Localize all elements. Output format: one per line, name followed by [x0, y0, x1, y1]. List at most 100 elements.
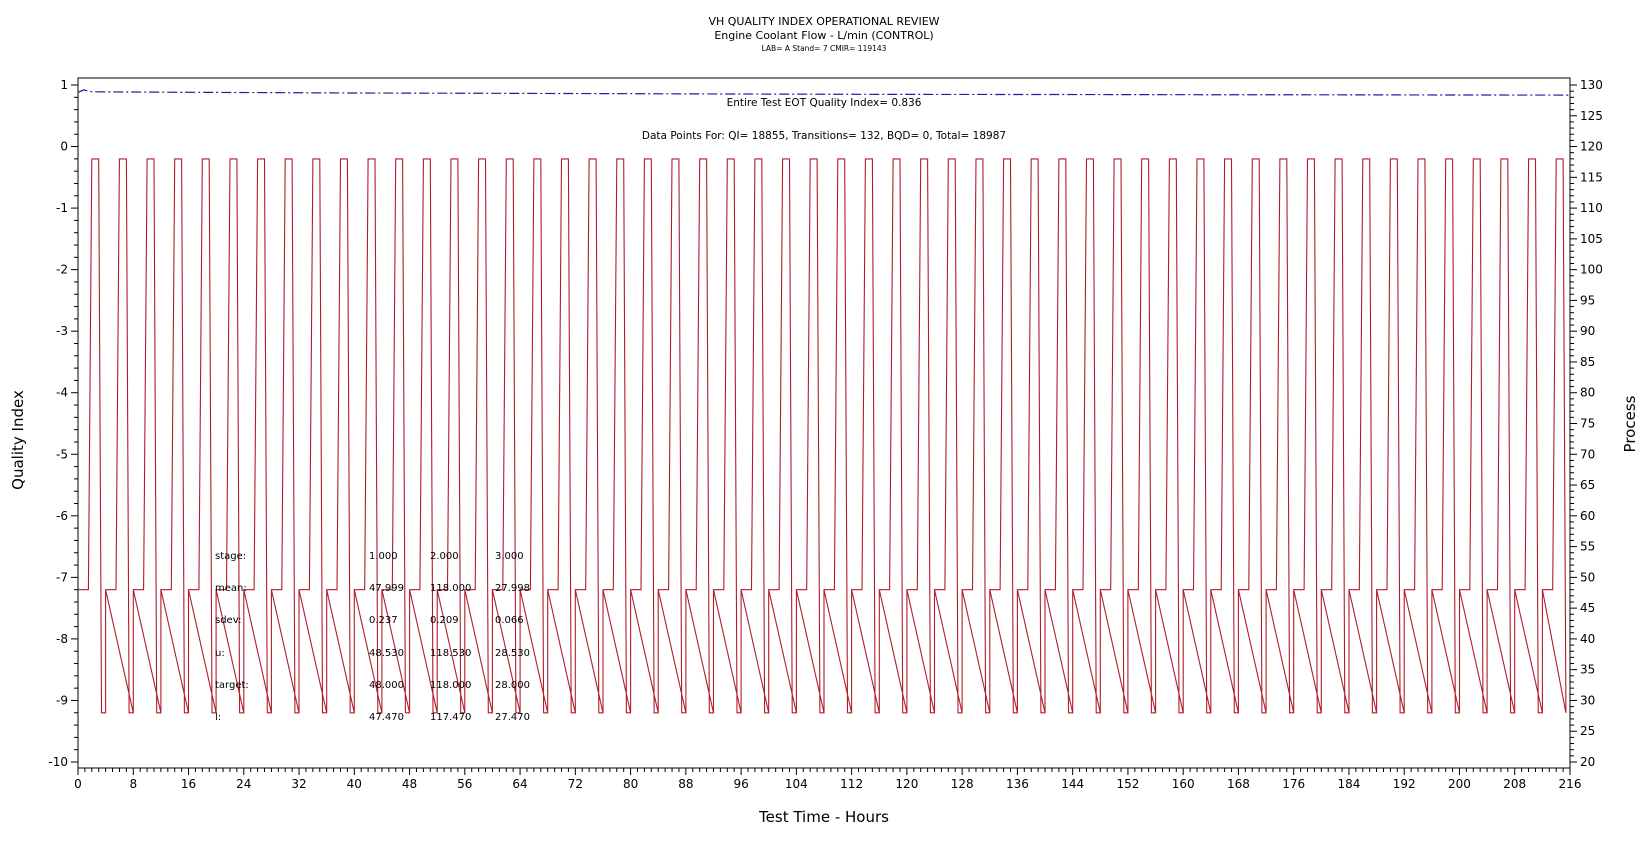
stats-cell: 48.000 [369, 680, 404, 691]
stats-cell: 47.999 [369, 583, 404, 594]
stats-cell: 1.000 [369, 551, 398, 562]
x-tick-label: 56 [457, 777, 472, 791]
y-left-tick-label: -10 [48, 755, 68, 769]
y-right-tick-label: 95 [1580, 293, 1595, 307]
stats-cell: 48.530 [369, 648, 404, 659]
y-axis-right-label: Process [1621, 395, 1639, 453]
x-tick-label: 80 [623, 777, 638, 791]
x-tick-label: 216 [1559, 777, 1582, 791]
y-left-tick-label: -5 [56, 447, 68, 461]
stats-cell: 0.066 [495, 615, 524, 626]
x-tick-label: 136 [1006, 777, 1029, 791]
quality-index-line [77, 89, 1571, 96]
y-right-tick-label: 45 [1580, 601, 1595, 615]
y-right-tick-label: 90 [1580, 324, 1595, 338]
y-right-tick-label: 35 [1580, 663, 1595, 677]
quality-index-annotation: Entire Test EOT Quality Index= 0.836 [726, 97, 922, 109]
x-tick-label: 104 [785, 777, 808, 791]
y-right-tick-label: 120 [1580, 140, 1603, 154]
data-points-annotation: Data Points For: QI= 18855, Transitions=… [641, 130, 1007, 142]
x-tick-label: 144 [1061, 777, 1084, 791]
y-left-tick-label: -6 [56, 509, 68, 523]
x-axis-label: Test Time - Hours [759, 808, 889, 826]
x-tick-label: 96 [733, 777, 748, 791]
y-right-tick-label: 80 [1580, 386, 1595, 400]
x-tick-label: 40 [347, 777, 362, 791]
series-marks [77, 89, 1571, 714]
y-right-tick-label: 70 [1580, 447, 1595, 461]
y-right-tick-label: 130 [1580, 78, 1603, 92]
stats-cell: 28.530 [495, 648, 530, 659]
chart-title: VH QUALITY INDEX OPERATIONAL REVIEW [708, 15, 940, 28]
stats-cell: 117.470 [430, 712, 472, 723]
y-right-tick-label: 65 [1580, 478, 1595, 492]
y-right-tick-label: 85 [1580, 355, 1595, 369]
stats-cell: 0.237 [369, 615, 398, 626]
y-right-tick-label: 105 [1580, 232, 1603, 246]
x-tick-label: 160 [1172, 777, 1195, 791]
x-tick-label: 176 [1282, 777, 1305, 791]
y-left-tick-label: -3 [56, 324, 68, 338]
y-right-tick-label: 55 [1580, 540, 1595, 554]
x-tick-label: 112 [840, 777, 863, 791]
stats-cell: 2.000 [430, 551, 459, 562]
y-left-tick-label: 0 [60, 140, 68, 154]
y-right-tick-label: 25 [1580, 724, 1595, 738]
stats-cell: 47.470 [369, 712, 404, 723]
x-tick-label: 32 [291, 777, 306, 791]
stats-cell: 3.000 [495, 551, 524, 562]
y-left-tick-label: -9 [56, 693, 68, 707]
x-tick-label: 0 [74, 777, 82, 791]
x-tick-label: 88 [678, 777, 693, 791]
stats-row-label: stage: [215, 551, 247, 562]
x-tick-label: 72 [568, 777, 583, 791]
stats-cell: 118.530 [430, 648, 472, 659]
x-tick-label: 184 [1338, 777, 1361, 791]
x-tick-label: 16 [181, 777, 196, 791]
stats-row-label: mean: [215, 583, 247, 594]
x-tick-label: 120 [895, 777, 918, 791]
process-line [78, 158, 1567, 714]
y-right-tick-label: 75 [1580, 417, 1595, 431]
stats-cell: 27.998 [495, 583, 530, 594]
y-right-tick-label: 115 [1580, 170, 1603, 184]
y-right-tick-label: 110 [1580, 201, 1603, 215]
x-tick-label: 208 [1503, 777, 1526, 791]
y-left-tick-label: 1 [60, 78, 68, 92]
stats-cell: 27.470 [495, 712, 530, 723]
y-right-tick-label: 100 [1580, 263, 1603, 277]
stats-cell: 118.000 [430, 680, 472, 691]
y-left-tick-label: -1 [56, 201, 68, 215]
x-tick-label: 192 [1393, 777, 1416, 791]
y-right-tick-label: 60 [1580, 509, 1595, 523]
x-tick-label: 152 [1116, 777, 1139, 791]
axis-ticks: 0 8 16 24 32 40 48 56 64 72 80 88 96 104 112 120 128 136 1… [48, 78, 1603, 791]
stats-cell: 118.000 [430, 583, 472, 594]
x-tick-label: 200 [1448, 777, 1471, 791]
stats-row-label: l: [215, 712, 222, 723]
x-tick-label: 168 [1227, 777, 1250, 791]
stats-row-label: u: [215, 648, 225, 659]
stats-row-label: sdev: [215, 615, 242, 626]
x-tick-label: 64 [512, 777, 527, 791]
x-tick-label: 128 [951, 777, 974, 791]
y-right-tick-label: 30 [1580, 693, 1595, 707]
y-left-tick-label: -8 [56, 632, 68, 646]
stats-cell: 28.000 [495, 680, 530, 691]
x-tick-label: 48 [402, 777, 417, 791]
y-right-tick-label: 50 [1580, 570, 1595, 584]
stats-cell: 0.209 [430, 615, 459, 626]
chart-info: LAB= A Stand= 7 CMIR= 119143 [761, 44, 887, 53]
y-left-tick-label: -2 [56, 263, 68, 277]
stats-row-label: target: [215, 680, 249, 691]
y-right-tick-label: 20 [1580, 755, 1595, 769]
y-right-tick-label: 125 [1580, 109, 1603, 123]
y-left-tick-label: -7 [56, 570, 68, 584]
x-tick-label: 8 [129, 777, 137, 791]
chart-subtitle: Engine Coolant Flow - L/min (CONTROL) [714, 29, 934, 42]
y-left-tick-label: -4 [56, 386, 68, 400]
x-tick-label: 24 [236, 777, 251, 791]
y-right-tick-label: 40 [1580, 632, 1595, 646]
y-axis-left-label: Quality Index [9, 390, 27, 490]
